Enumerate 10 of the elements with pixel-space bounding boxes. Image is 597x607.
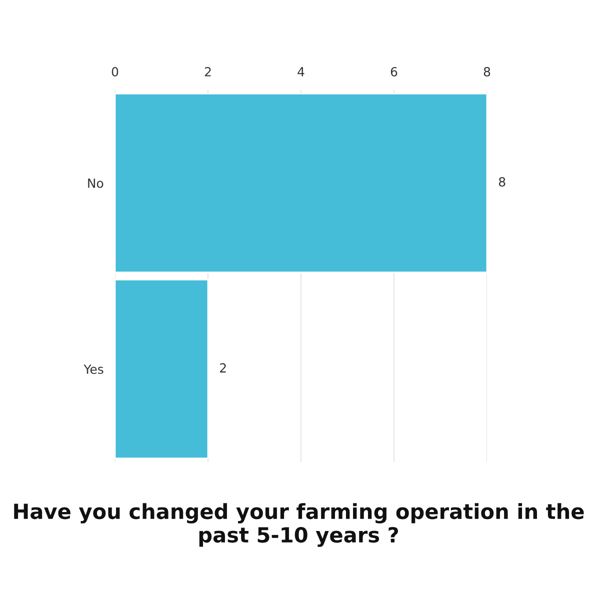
text: Have you changed your farming operation in the past 5-10 years ? xyxy=(14,503,584,547)
x-tick-label: 8 xyxy=(484,67,490,76)
data-label: 8 xyxy=(498,177,506,187)
x-tick-label: 0 xyxy=(112,67,118,76)
x-tick-label: 6 xyxy=(390,67,398,76)
y-tick-label: Yes xyxy=(84,364,104,374)
x-tick-label: 4 xyxy=(298,67,304,76)
data-label: 2 xyxy=(220,363,226,372)
x-tick-label: 2 xyxy=(204,67,211,76)
y-tick-label: No xyxy=(88,178,104,188)
